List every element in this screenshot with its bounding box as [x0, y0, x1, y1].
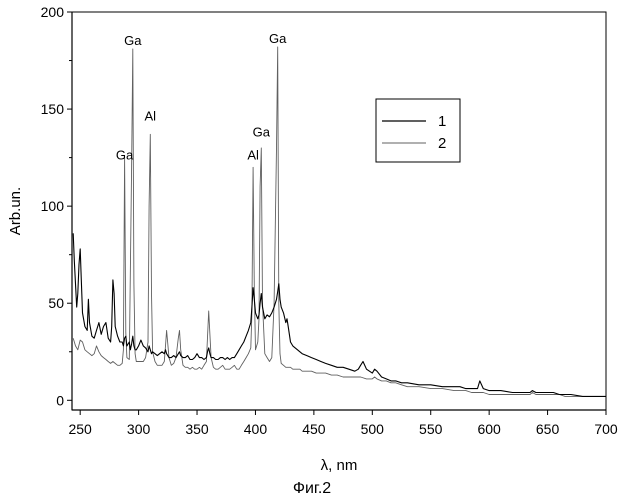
y-tick-label: 100 — [41, 198, 65, 214]
series-line-1 — [72, 233, 606, 397]
x-tick-label: 700 — [594, 421, 618, 437]
x-tick-label: 450 — [302, 421, 326, 437]
x-tick-label: 500 — [361, 421, 385, 437]
legend-label-series-2: 2 — [438, 135, 446, 152]
peak-label: Al — [145, 109, 157, 124]
y-tick-label: 150 — [41, 101, 65, 117]
x-ticks: 250 300 350 400 450 500 550 600 650 700 — [68, 410, 618, 437]
x-tick-label: 250 — [68, 421, 92, 437]
x-axis-title: λ, nm — [321, 457, 358, 474]
peak-label: Ga — [269, 31, 287, 46]
y-tick-label: 50 — [48, 295, 64, 311]
series-layer — [72, 46, 606, 397]
x-tick-label: 350 — [185, 421, 209, 437]
x-tick-label: 300 — [127, 421, 151, 437]
peak-label: Ga — [116, 148, 134, 163]
legend: 1 2 — [375, 98, 461, 163]
plot-frame — [71, 11, 607, 411]
x-tick-label: 550 — [419, 421, 443, 437]
x-tick-label: 400 — [244, 421, 268, 437]
legend-box — [375, 98, 461, 163]
x-tick-label: 600 — [477, 421, 501, 437]
peak-label: Ga — [253, 124, 271, 139]
x-tick-label: 650 — [536, 421, 560, 437]
figure-caption: Фиг.2 — [293, 480, 331, 497]
plot-area: 250 300 350 400 450 500 550 600 650 700 0 50 100 150… — [41, 4, 618, 437]
legend-label-series-1: 1 — [438, 113, 446, 130]
series-line-2 — [72, 46, 606, 397]
y-axis-title: Arb.un. — [7, 187, 24, 235]
peak-annotations: Ga Ga Al Al Ga Ga — [116, 31, 287, 162]
y-tick-label: 200 — [41, 4, 65, 20]
peak-label: Ga — [124, 33, 142, 48]
peak-label: Al — [247, 148, 259, 163]
y-ticks: 0 50 100 150 200 — [41, 4, 72, 408]
y-tick-label: 0 — [56, 392, 64, 408]
